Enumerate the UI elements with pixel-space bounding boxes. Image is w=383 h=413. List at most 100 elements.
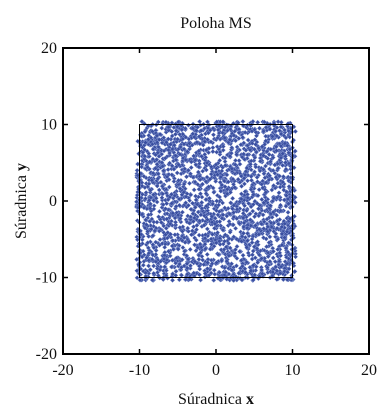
scatter-point (268, 146, 274, 152)
scatter-point (267, 227, 273, 233)
scatter-point (180, 224, 186, 230)
scatter-point (143, 217, 149, 223)
scatter-point (134, 268, 140, 274)
scatter-point (263, 124, 269, 130)
scatter-point (207, 246, 213, 252)
scatter-point (231, 234, 237, 240)
scatter-point (236, 130, 242, 136)
scatter-point (173, 255, 179, 261)
scatter-point (199, 199, 205, 206)
scatter-point (290, 153, 296, 159)
scatter-point (151, 206, 157, 212)
x-tick-label: 0 (212, 362, 220, 379)
scatter-point (145, 240, 151, 246)
scatter-point (226, 253, 232, 259)
scatter-point (220, 212, 226, 218)
scatter-point (184, 174, 190, 180)
scatter-point (206, 184, 212, 190)
scatter-point (230, 176, 236, 182)
scatter-point (176, 162, 182, 168)
scatter-point (134, 237, 141, 243)
scatter-point (211, 277, 217, 283)
scatter-point (184, 253, 190, 259)
scatter-point (267, 258, 273, 265)
scatter-point (140, 262, 146, 268)
scatter-point (231, 202, 237, 208)
scatter-point (224, 191, 230, 197)
scatter-point (259, 271, 265, 277)
scatter-point (143, 190, 149, 196)
scatter-point (222, 158, 228, 165)
scatter-point (228, 200, 234, 206)
scatter-point (217, 179, 223, 185)
scatter-point (158, 179, 164, 185)
scatter-point (270, 255, 276, 261)
scatter-point (240, 118, 246, 125)
deployment-region (139, 124, 293, 278)
scatter-point (134, 167, 140, 173)
scatter-point (256, 252, 262, 258)
scatter-point (154, 219, 160, 225)
scatter-point (208, 236, 214, 242)
scatter-point (266, 240, 272, 246)
scatter-point (236, 220, 242, 226)
scatter-point (244, 244, 250, 251)
scatter-point (265, 253, 271, 260)
scatter-point (208, 164, 214, 170)
scatter-point (264, 148, 270, 155)
y-tick-label: -20 (36, 346, 57, 363)
scatter-point (277, 250, 283, 256)
scatter-point (145, 245, 151, 251)
scatter-point (227, 153, 233, 159)
scatter-point (181, 248, 187, 254)
scatter-point (190, 200, 196, 206)
scatter-point (260, 212, 266, 218)
scatter-point (185, 122, 192, 128)
scatter-point (160, 163, 166, 169)
scatter-point (254, 174, 260, 180)
scatter-point (146, 250, 152, 256)
scatter-point (274, 195, 280, 201)
scatter-point (168, 264, 175, 270)
scatter-point (214, 172, 221, 178)
scatter-point (246, 200, 252, 206)
scatter-point (206, 145, 212, 151)
scatter-point (222, 238, 228, 244)
scatter-point (277, 216, 283, 223)
scatter-point (250, 262, 256, 268)
scatter-point (255, 193, 261, 199)
scatter-point (279, 231, 285, 237)
scatter-point (286, 183, 292, 190)
scatter-point (197, 119, 203, 125)
scatter-point (164, 174, 170, 180)
scatter-point (167, 221, 173, 227)
scatter-point (170, 237, 176, 244)
scatter-point (209, 213, 215, 220)
scatter-point (243, 147, 249, 153)
scatter-point (273, 231, 279, 237)
scatter-point (241, 140, 247, 146)
scatter-point (141, 173, 147, 179)
scatter-point (274, 148, 280, 154)
scatter-point (266, 177, 272, 183)
scatter-point (232, 128, 238, 134)
scatter-point (285, 196, 291, 202)
scatter-point (149, 216, 155, 222)
scatter-point (173, 219, 179, 225)
scatter-point (242, 129, 248, 135)
scatter-point (256, 125, 263, 131)
scatter-point (252, 255, 258, 261)
scatter-point (192, 204, 198, 210)
scatter-point (279, 242, 285, 248)
scatter-point (203, 190, 209, 197)
scatter-point (232, 253, 238, 259)
scatter-point (183, 200, 189, 206)
scatter-point (278, 264, 284, 270)
scatter-point (205, 238, 211, 244)
scatter-point (262, 163, 269, 169)
scatter-point (272, 162, 278, 168)
scatter-point (173, 222, 179, 228)
scatter-point (271, 183, 277, 189)
scatter-point (173, 203, 179, 210)
scatter-point (232, 250, 238, 256)
